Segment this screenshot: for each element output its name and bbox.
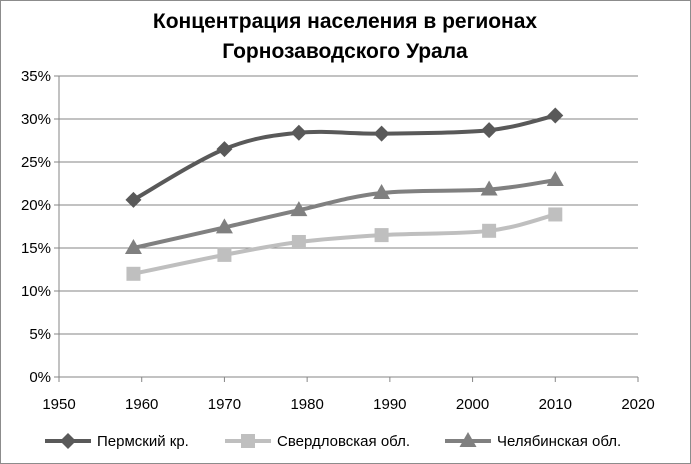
x-tick-label-2020: 2020 <box>621 396 654 413</box>
x-tick-label-1950: 1950 <box>42 396 75 413</box>
axes <box>58 76 638 378</box>
point-свердловская-обл-1970 <box>217 247 232 262</box>
point-пермский-кр-2010 <box>547 107 564 124</box>
x-tick-label-1990: 1990 <box>373 396 406 413</box>
y-axis-ticks: 0% 5% 10% 15% 20% 25% 30% 35% <box>21 68 59 386</box>
x-tick-label-2010: 2010 <box>539 396 572 413</box>
y-tick-label-20: 20% <box>21 197 51 214</box>
y-tick-label-15: 15% <box>21 240 51 257</box>
point-свердловская-обл-1959 <box>126 266 141 281</box>
point-пермский-кр-1979 <box>290 124 307 141</box>
chart-title-line-2: Горнозаводского Урала <box>222 40 468 63</box>
x-axis-ticks: 1950 1960 1970 1980 1990 2000 2010 2020 <box>42 377 655 413</box>
point-челябинская-обл-1989 <box>373 183 391 199</box>
point-челябинская-обл-1959 <box>124 239 142 254</box>
series-line-свердловская-обл <box>131 212 558 276</box>
x-tick-label-2000: 2000 <box>456 396 489 413</box>
chart-title-line-1: Концентрация населения в регионах <box>153 10 538 33</box>
legend-label-свердловская-обл: Свердловская обл. <box>277 433 410 450</box>
legend: Пермский кр. Свердловская обл. Челябинская… <box>45 432 621 450</box>
point-пермский-кр-2002 <box>481 122 498 139</box>
point-пермский-кр-1970 <box>216 141 233 158</box>
x-tick-label-1980: 1980 <box>290 396 323 413</box>
x-tick-label-1970: 1970 <box>208 396 241 413</box>
y-tick-label-0: 0% <box>29 369 51 386</box>
y-tick-label-10: 10% <box>21 283 51 300</box>
legend-marker-свердловская-обл <box>241 434 255 448</box>
point-челябинская-обл-2010 <box>546 171 564 187</box>
point-челябинская-обл-1970 <box>215 218 233 234</box>
y-tick-label-5: 5% <box>29 326 51 343</box>
y-tick-label-35: 35% <box>21 68 51 85</box>
x-tick-label-1960: 1960 <box>125 396 158 413</box>
point-свердловская-обл-2010 <box>548 207 563 222</box>
point-свердловская-обл-2002 <box>482 223 497 238</box>
point-свердловская-обл-1989 <box>374 228 389 243</box>
y-tick-label-25: 25% <box>21 154 51 171</box>
point-свердловская-обл-1979 <box>291 234 306 249</box>
point-пермский-кр-1989 <box>373 125 390 142</box>
point-пермский-кр-1959 <box>125 191 142 208</box>
legend-label-челябинская-обл: Челябинская обл. <box>497 433 621 450</box>
legend-label-пермский-кр: Пермский кр. <box>97 433 189 450</box>
y-tick-label-30: 30% <box>21 111 51 128</box>
point-челябинская-обл-1979 <box>290 201 308 217</box>
legend-marker-пермский-кр <box>60 433 76 449</box>
point-челябинская-обл-2002 <box>480 180 498 196</box>
legend-marker-челябинская-обл <box>459 432 477 447</box>
series-markers <box>124 107 564 281</box>
